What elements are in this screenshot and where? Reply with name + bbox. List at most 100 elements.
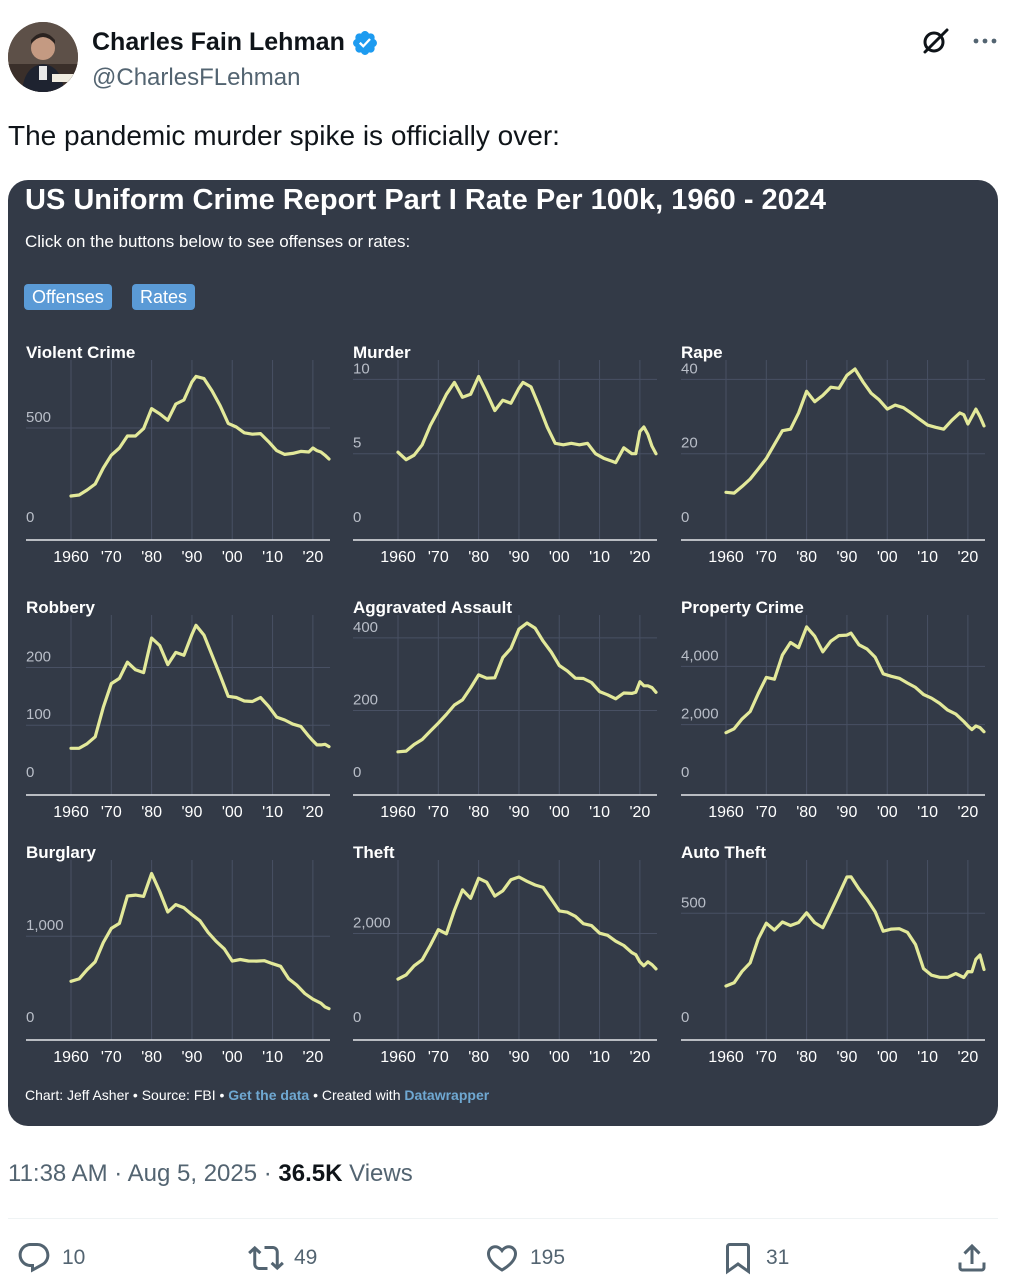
chart-footer: Chart: Jeff Asher • Source: FBI • Get th… (25, 1087, 489, 1103)
y-tick-label: 200 (353, 691, 378, 708)
y-tick-label: 0 (26, 1009, 34, 1026)
x-tick-label: '80 (141, 804, 162, 821)
x-tick-label: '10 (917, 1049, 938, 1066)
y-tick-label: 1,000 (26, 917, 64, 934)
x-tick-label: '90 (182, 549, 203, 566)
x-tick-label: '90 (837, 804, 858, 821)
x-tick-label: '70 (756, 804, 777, 821)
series-line (724, 625, 986, 735)
repost-count: 49 (294, 1246, 318, 1269)
x-tick-label: '80 (796, 1049, 817, 1066)
x-tick-label: 1960 (380, 804, 416, 821)
series-line (69, 871, 331, 1011)
x-tick-label: '10 (589, 1049, 610, 1066)
x-tick-label: '00 (877, 549, 898, 566)
x-tick-label: '00 (222, 549, 243, 566)
x-tick-label: '90 (509, 549, 530, 566)
y-tick-label: 10 (353, 360, 370, 377)
x-tick-label: '70 (428, 549, 449, 566)
reply-icon (18, 1243, 50, 1273)
panel-title: Burglary (26, 843, 96, 862)
x-tick-label: '10 (917, 549, 938, 566)
bookmark-button[interactable]: 31 (720, 1240, 789, 1276)
series-line (69, 374, 331, 498)
panel-title: Violent Crime (26, 343, 135, 362)
y-tick-label: 0 (681, 509, 689, 526)
heart-icon (486, 1245, 518, 1272)
share-button[interactable] (954, 1240, 1000, 1276)
tweet-header: Charles Fain Lehman @CharlesFLehman (8, 20, 1008, 92)
x-tick-label: '80 (468, 549, 489, 566)
y-tick-label: 20 (681, 435, 698, 452)
datawrapper-link[interactable]: Datawrapper (404, 1087, 490, 1103)
x-tick-label: 1960 (708, 549, 744, 566)
x-tick-label: '90 (509, 804, 530, 821)
author-handle[interactable]: @CharlesFLehman (92, 64, 301, 91)
x-tick-label: '10 (589, 804, 610, 821)
x-tick-label: '20 (302, 549, 323, 566)
x-tick-label: '70 (101, 804, 122, 821)
x-tick-label: '70 (101, 1049, 122, 1066)
y-tick-label: 0 (681, 764, 689, 781)
x-tick-label: '80 (468, 804, 489, 821)
y-tick-label: 400 (353, 619, 378, 636)
series-line (396, 875, 658, 981)
x-tick-label: '80 (796, 549, 817, 566)
x-tick-label: 1960 (380, 1049, 416, 1066)
bookmark-count: 31 (766, 1246, 790, 1269)
panel-title: Murder (353, 343, 411, 362)
divider (8, 1218, 998, 1219)
series-line (724, 367, 986, 495)
x-tick-label: '20 (629, 549, 650, 566)
offenses-button[interactable]: Offenses (24, 284, 112, 310)
tweet-date[interactable]: Aug 5, 2025 (127, 1160, 258, 1187)
meta-separator: · (257, 1160, 279, 1187)
x-tick-label: '10 (262, 804, 283, 821)
y-tick-label: 200 (26, 648, 51, 665)
views-label: Views (342, 1160, 413, 1187)
chart-footer-middle: • Created with (309, 1087, 405, 1103)
y-tick-label: 500 (26, 409, 51, 426)
y-tick-label: 40 (681, 360, 698, 377)
x-tick-label: '00 (549, 804, 570, 821)
verified-badge-icon (352, 30, 377, 55)
meta-separator: · (107, 1160, 128, 1187)
x-tick-label: '00 (222, 804, 243, 821)
tweet-time[interactable]: 11:38 AM (8, 1160, 108, 1187)
get-data-link[interactable]: Get the data (228, 1087, 310, 1103)
panel-title: Property Crime (681, 598, 804, 617)
x-tick-label: 1960 (53, 549, 89, 566)
y-tick-label: 2,000 (353, 914, 391, 931)
x-tick-label: '00 (222, 1049, 243, 1066)
x-tick-label: '20 (957, 1049, 978, 1066)
author-name[interactable]: Charles Fain Lehman (92, 28, 345, 56)
y-tick-label: 100 (26, 706, 51, 723)
chart-title: US Uniform Crime Report Part I Rate Per … (25, 184, 827, 216)
y-tick-label: 5 (353, 435, 361, 452)
more-options-icon[interactable] (970, 28, 1000, 54)
avatar[interactable] (8, 22, 78, 92)
x-tick-label: '70 (428, 1049, 449, 1066)
x-tick-label: 1960 (708, 1049, 744, 1066)
panel-title: Aggravated Assault (353, 598, 512, 617)
views-count: 36.5K (278, 1160, 343, 1187)
x-tick-label: '90 (182, 804, 203, 821)
chart-canvas: Violent Crime05001960'70'80'90'00'10'20M… (26, 343, 986, 1066)
series-line (396, 621, 658, 754)
series-line (724, 875, 986, 988)
panel-title: Auto Theft (681, 843, 766, 862)
repost-button[interactable]: 49 (248, 1240, 317, 1276)
y-tick-label: 0 (681, 1009, 689, 1026)
grok-icon[interactable] (920, 26, 950, 56)
x-tick-label: '90 (182, 1049, 203, 1066)
x-tick-label: '10 (917, 804, 938, 821)
x-tick-label: '70 (101, 549, 122, 566)
x-tick-label: '20 (302, 1049, 323, 1066)
rates-button[interactable]: Rates (132, 284, 196, 310)
y-tick-label: 2,000 (681, 706, 719, 723)
chart-image[interactable]: Violent Crime 0 500 1960'70'80'90'00'10'20 M… (8, 180, 998, 1126)
reply-button[interactable]: 10 (16, 1240, 85, 1276)
like-button[interactable]: 195 (484, 1240, 565, 1276)
x-tick-label: '10 (262, 1049, 283, 1066)
x-tick-label: 1960 (53, 804, 89, 821)
